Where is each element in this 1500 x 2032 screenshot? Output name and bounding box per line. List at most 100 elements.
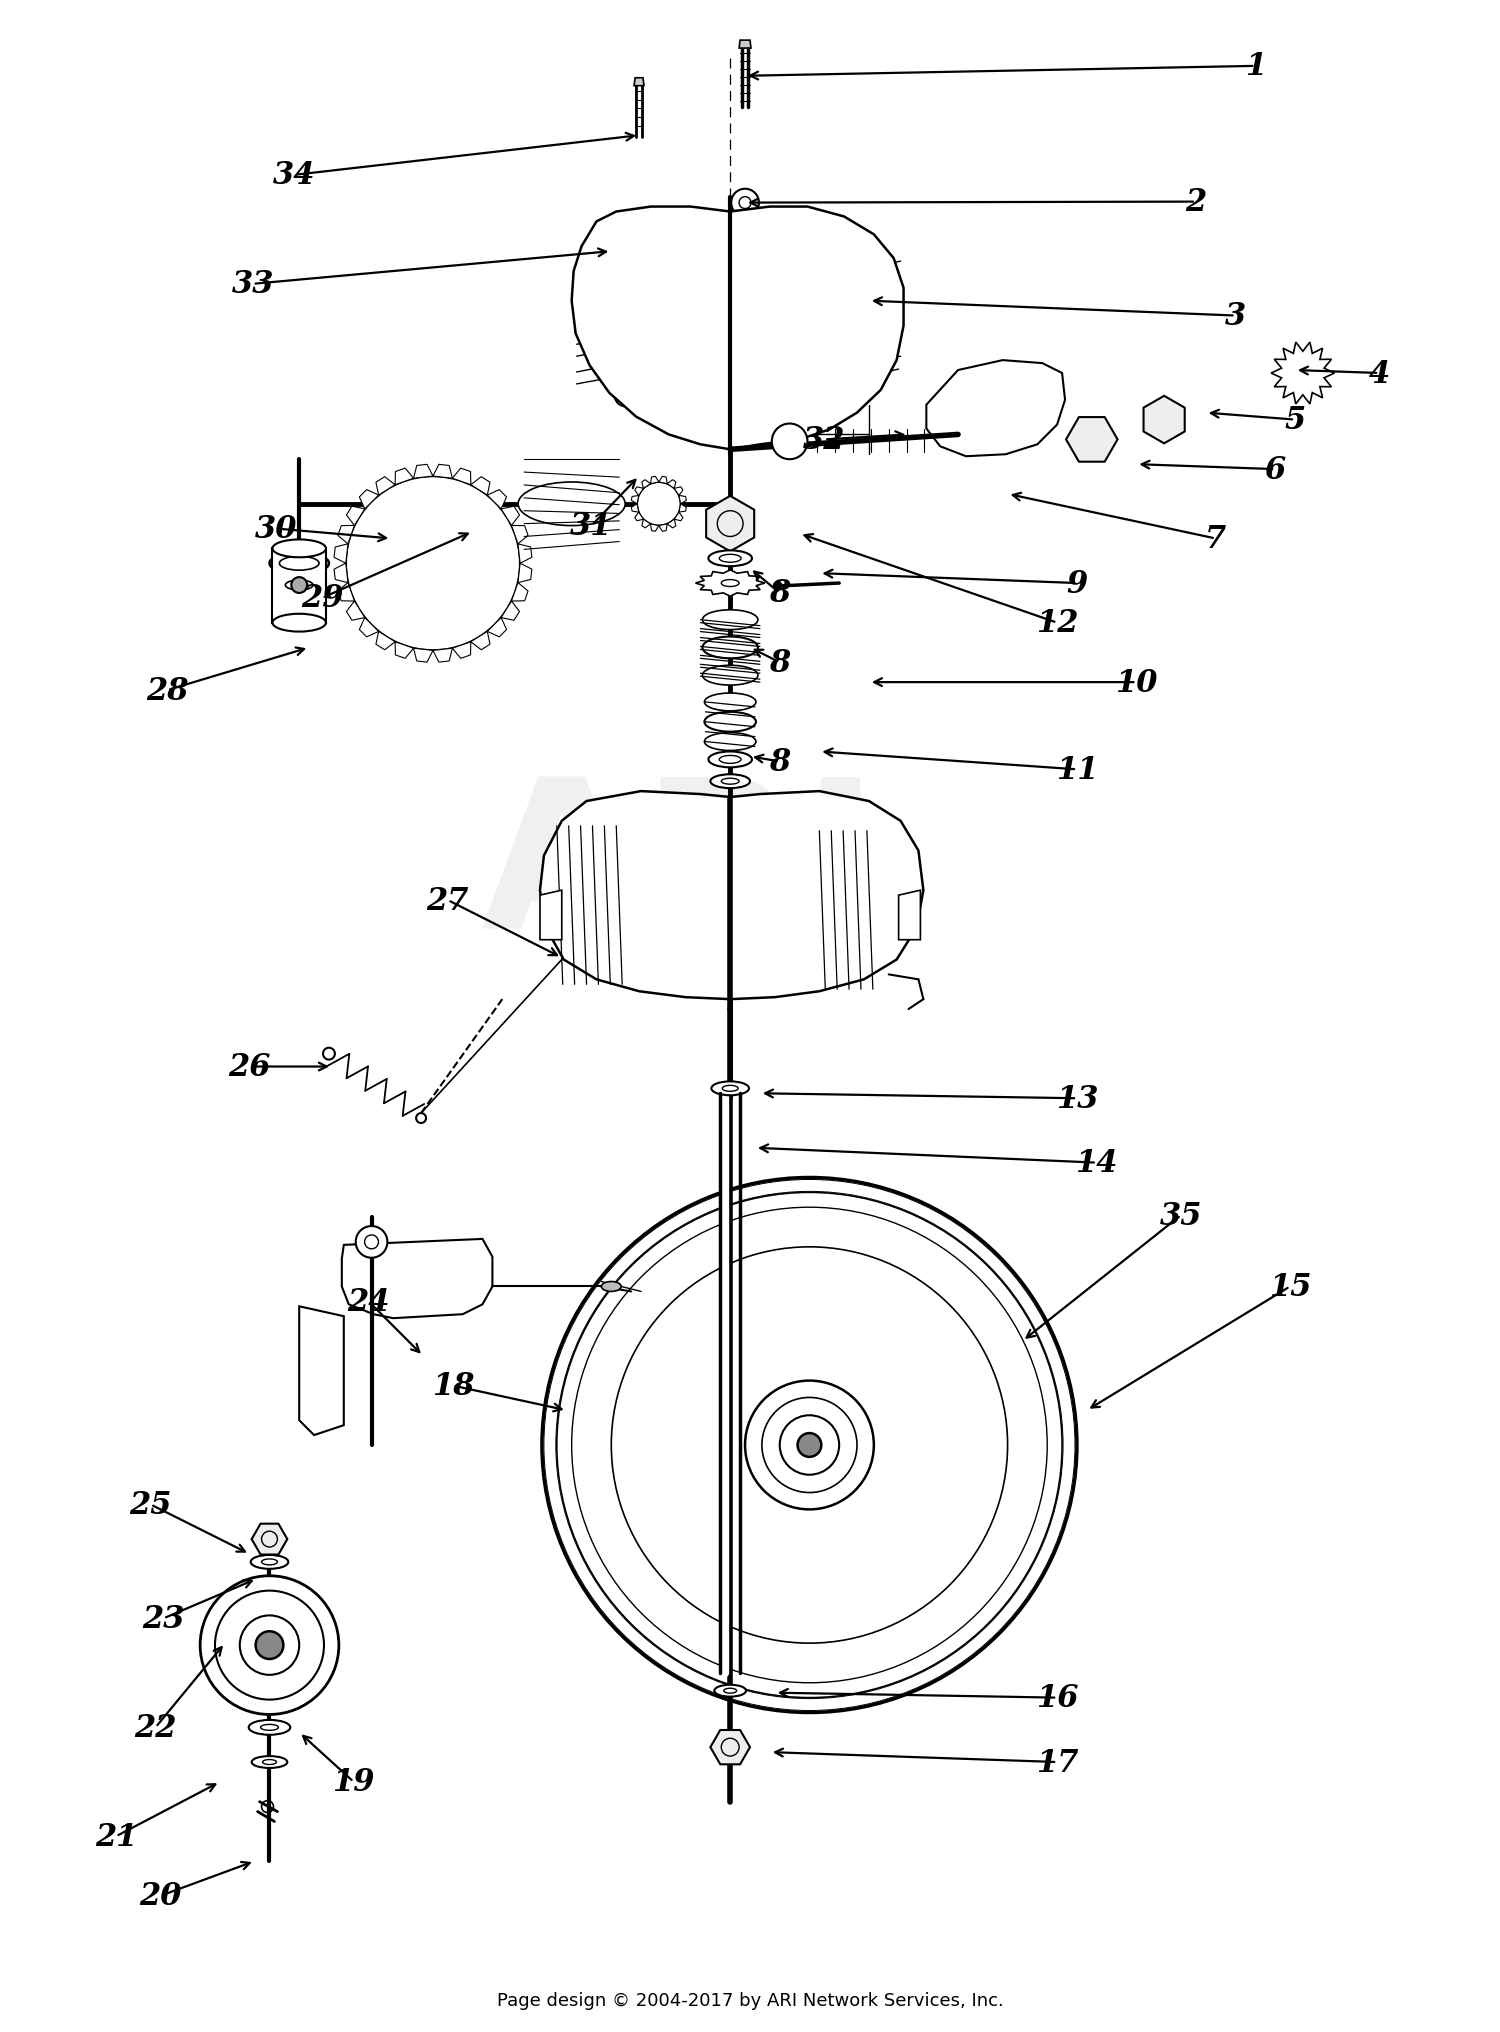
Polygon shape [572,207,903,449]
Ellipse shape [252,1756,288,1768]
Ellipse shape [702,666,758,685]
Polygon shape [501,601,519,622]
Polygon shape [651,524,658,532]
Circle shape [291,577,308,593]
Polygon shape [680,504,687,512]
Text: 10: 10 [1114,666,1158,699]
Polygon shape [927,362,1065,457]
Text: 8: 8 [770,746,790,778]
Polygon shape [658,524,668,532]
Text: 33: 33 [231,268,274,301]
Circle shape [600,242,619,262]
Polygon shape [252,1524,288,1554]
Ellipse shape [279,557,320,571]
Polygon shape [675,512,682,522]
Circle shape [346,478,520,650]
Polygon shape [898,890,921,941]
Polygon shape [433,648,453,662]
Ellipse shape [714,1685,746,1697]
Text: 35: 35 [1160,1201,1202,1231]
Text: 8: 8 [770,579,790,610]
Text: 31: 31 [570,510,612,543]
Ellipse shape [273,614,326,632]
Polygon shape [634,79,644,87]
Text: 8: 8 [770,648,790,679]
Text: 14: 14 [1076,1148,1118,1179]
Polygon shape [501,506,519,526]
Text: 34: 34 [273,161,315,191]
Text: 7: 7 [1204,524,1227,555]
Polygon shape [634,488,644,496]
Text: 6: 6 [1264,455,1286,486]
Text: 30: 30 [255,514,297,545]
Text: 25: 25 [129,1489,173,1520]
Ellipse shape [711,1081,748,1095]
Polygon shape [642,480,651,490]
Polygon shape [518,545,532,565]
Polygon shape [658,478,668,484]
Circle shape [356,1227,387,1258]
Circle shape [542,1179,1077,1713]
Polygon shape [453,642,471,658]
Polygon shape [711,1729,750,1764]
Polygon shape [298,1307,344,1435]
Ellipse shape [708,752,752,768]
Polygon shape [346,506,364,526]
Ellipse shape [702,610,758,630]
Polygon shape [740,41,752,49]
Polygon shape [394,469,414,486]
Text: 19: 19 [333,1766,375,1798]
Circle shape [638,484,681,526]
Polygon shape [471,478,490,496]
Ellipse shape [251,1554,288,1569]
Text: 12: 12 [1036,608,1078,638]
Text: Page design © 2004-2017 by ARI Network Services, Inc.: Page design © 2004-2017 by ARI Network S… [496,1991,1004,2010]
Text: 4: 4 [1368,358,1389,390]
Polygon shape [1270,343,1335,404]
Text: 32: 32 [802,425,846,455]
Polygon shape [338,526,354,545]
Polygon shape [706,496,754,553]
Polygon shape [518,565,532,583]
Text: 29: 29 [300,583,344,614]
Polygon shape [471,632,490,650]
Text: 16: 16 [1036,1682,1078,1713]
Polygon shape [488,490,507,510]
Text: 11: 11 [1056,754,1098,786]
Text: 1: 1 [1245,51,1266,83]
Text: 13: 13 [1056,1083,1098,1114]
Polygon shape [334,565,348,583]
Polygon shape [414,465,434,480]
Ellipse shape [273,541,326,559]
Text: 20: 20 [140,1880,182,1912]
Text: 24: 24 [348,1286,390,1317]
Text: 26: 26 [228,1051,272,1083]
Text: 5: 5 [1284,404,1305,435]
Polygon shape [675,488,682,496]
Polygon shape [1143,396,1185,445]
Circle shape [200,1577,339,1715]
Polygon shape [1066,419,1118,463]
Ellipse shape [249,1719,291,1735]
Ellipse shape [518,484,626,526]
Ellipse shape [602,1282,621,1292]
Polygon shape [512,526,528,545]
Polygon shape [668,520,676,528]
Text: 28: 28 [146,675,189,707]
Text: 2: 2 [1185,187,1206,217]
Circle shape [772,425,807,459]
Polygon shape [634,512,644,522]
Polygon shape [433,465,453,480]
Polygon shape [488,618,507,638]
Text: 23: 23 [142,1603,184,1634]
Polygon shape [334,545,348,565]
Ellipse shape [705,713,756,732]
Polygon shape [642,520,651,528]
Text: 15: 15 [1269,1272,1311,1303]
Polygon shape [338,583,354,601]
Text: 21: 21 [94,1821,136,1851]
Polygon shape [668,480,676,490]
Polygon shape [651,478,658,484]
Polygon shape [453,469,471,486]
Text: 9: 9 [1066,569,1088,599]
